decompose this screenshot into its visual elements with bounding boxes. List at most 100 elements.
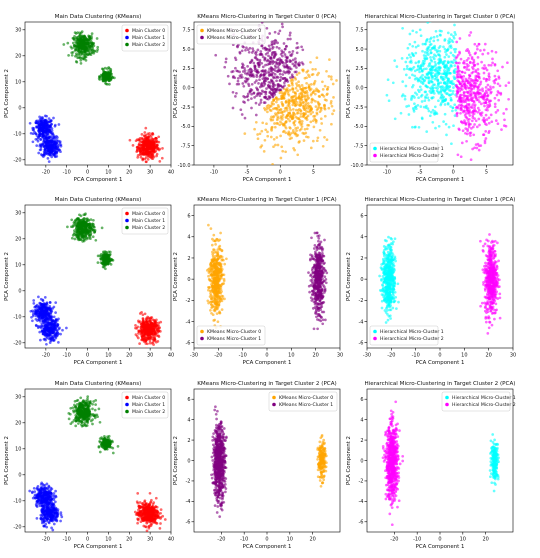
data-point (233, 56, 237, 60)
data-point (432, 57, 436, 61)
data-point (429, 22, 432, 23)
data-point (467, 64, 470, 67)
data-point (296, 153, 300, 157)
data-point (260, 129, 264, 133)
scatter-points (214, 22, 340, 165)
data-point (458, 94, 462, 97)
data-point (473, 146, 476, 150)
data-point (281, 77, 285, 80)
data-point (264, 95, 267, 99)
data-point (475, 96, 478, 100)
data-point (420, 100, 424, 103)
data-point (467, 49, 470, 53)
data-point (457, 75, 461, 79)
data-point (497, 75, 501, 79)
data-point (257, 91, 261, 95)
data-point (108, 79, 112, 82)
data-point (500, 128, 503, 131)
data-point (451, 40, 455, 44)
data-point (438, 29, 442, 33)
data-point (467, 120, 470, 124)
data-point (276, 115, 280, 119)
data-point (459, 98, 463, 102)
scatter-points (29, 212, 163, 348)
data-point (431, 96, 435, 99)
data-point (75, 60, 79, 64)
data-point (467, 68, 471, 72)
data-point (88, 45, 92, 49)
data-point (37, 126, 41, 130)
data-point (80, 48, 83, 51)
data-point (239, 108, 243, 112)
data-point (49, 327, 52, 331)
data-point (50, 122, 53, 126)
data-point (439, 34, 442, 37)
data-point (252, 91, 256, 95)
scatter-points (205, 223, 329, 331)
data-point (84, 232, 88, 236)
data-point (456, 153, 460, 157)
data-point (291, 108, 295, 111)
data-point (260, 144, 264, 147)
data-point (52, 315, 56, 319)
data-point (47, 313, 51, 317)
legend-label: Hierarchical Micro-Cluster 2 (380, 153, 444, 159)
data-point (300, 122, 304, 126)
data-point (261, 55, 265, 59)
data-point (142, 338, 146, 342)
data-point (314, 105, 318, 108)
data-point (296, 133, 300, 137)
data-point (280, 145, 284, 149)
data-point (47, 136, 51, 139)
data-point (329, 75, 333, 79)
chart-title: KMeans Micro-Clustering in Target Cluste… (197, 197, 336, 203)
data-point (454, 33, 457, 36)
data-point (476, 110, 480, 114)
data-point (287, 84, 290, 87)
data-point (233, 76, 237, 80)
data-point (143, 134, 147, 138)
data-point (453, 50, 457, 54)
data-point (271, 118, 275, 122)
data-point (42, 125, 45, 128)
data-point (276, 41, 279, 45)
legend-marker (200, 28, 204, 33)
data-point (50, 315, 53, 319)
data-point (441, 61, 445, 64)
data-point (154, 136, 158, 140)
x-axis-label: PCA Component 1 (74, 177, 123, 183)
data-point (331, 112, 334, 116)
data-point (53, 151, 57, 155)
data-point (81, 45, 85, 49)
data-point (75, 226, 78, 230)
data-point (433, 74, 437, 78)
data-point (151, 333, 154, 337)
data-point (135, 327, 139, 330)
data-point (429, 48, 432, 52)
data-point (270, 127, 273, 131)
data-point (464, 94, 468, 98)
data-point (416, 44, 420, 48)
data-point (305, 76, 308, 80)
data-point (483, 42, 487, 46)
data-point (44, 144, 48, 148)
data-point (478, 123, 481, 127)
y-axis-label: PCA Component 2 (4, 69, 10, 118)
data-point (291, 50, 295, 53)
data-point (281, 96, 285, 100)
data-point (297, 121, 301, 124)
y-tick-label: -2.5 (181, 105, 191, 111)
data-point (283, 109, 287, 113)
data-point (458, 128, 461, 132)
y-tick-label: 5.0 (356, 47, 364, 53)
data-point (455, 95, 459, 98)
data-point (265, 26, 269, 30)
data-point (273, 122, 276, 125)
data-point (325, 93, 329, 97)
data-point (317, 90, 320, 93)
data-point (434, 111, 438, 115)
data-point (294, 57, 297, 60)
data-point (339, 101, 340, 104)
data-point (136, 156, 140, 159)
data-point (98, 75, 102, 79)
